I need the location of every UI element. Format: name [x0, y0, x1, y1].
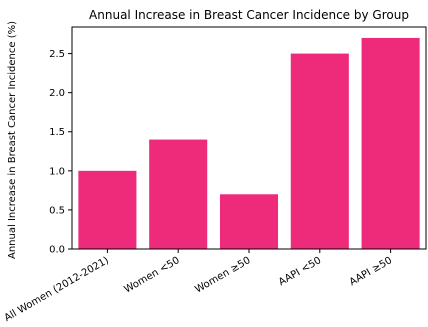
bar-4	[290, 53, 349, 249]
y-tick-label: 2.0	[49, 88, 65, 99]
x-tick-label: AAPI <50	[277, 255, 323, 288]
bar-2	[149, 139, 208, 249]
y-tick-label: 0.0	[49, 245, 65, 256]
bar-3	[219, 194, 279, 249]
y-ticks-layer: 0.0 0.5 1.0 1.5 2.0 2.5	[49, 49, 72, 256]
axis-frame	[71, 26, 427, 250]
plot-frame	[71, 26, 427, 250]
bar-1	[78, 170, 137, 249]
y-axis-title: Annual Increase in Breast Cancer Inciden…	[7, 21, 18, 259]
y-tick-label: 1.5	[49, 127, 65, 138]
y-tick-label: 0.5	[49, 205, 65, 216]
x-ticks-layer: All Women (2012-2021) Women <50 Women ≥50 A…	[3, 249, 394, 324]
x-tick-label: All Women (2012-2021)	[3, 255, 111, 323]
chart-title: Annual Increase in Breast Cancer Inciden…	[89, 8, 409, 22]
x-tick-label: AAPI ≥50	[348, 255, 394, 288]
x-tick-label: Women <50	[123, 255, 182, 295]
y-tick-label: 1.0	[49, 166, 65, 177]
y-axis-title-group: Annual Increase in Breast Cancer Inciden…	[7, 21, 18, 259]
x-tick-label: Women ≥50	[193, 255, 252, 295]
bar-5	[361, 37, 420, 249]
y-tick-label: 2.5	[49, 49, 65, 60]
bars-layer	[78, 37, 420, 249]
